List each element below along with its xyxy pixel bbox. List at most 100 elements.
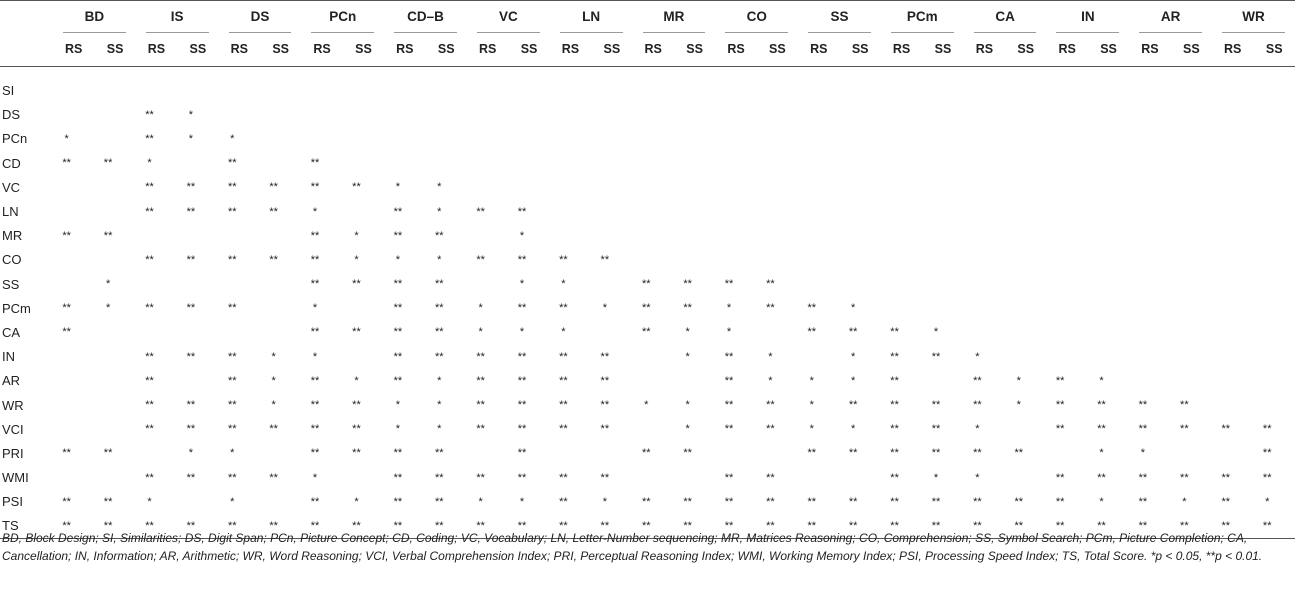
table-cell: ** (1138, 399, 1148, 412)
table-cell (633, 151, 674, 175)
table-cell (219, 272, 260, 296)
table-cell (1212, 175, 1253, 199)
table-cell: ** (890, 471, 899, 484)
sub-header-ss: SS (1182, 42, 1200, 57)
table-cell: * (975, 350, 980, 363)
table-cell (1005, 272, 1046, 296)
table-cell: * (975, 471, 980, 484)
table-cell (1212, 345, 1253, 369)
table-cell (1046, 103, 1087, 127)
table-cell (177, 490, 218, 514)
table-cell (1046, 441, 1087, 465)
row-label: CD (2, 155, 21, 171)
table-cell: ** (145, 399, 154, 412)
table-cell (343, 199, 384, 223)
table-cell (881, 199, 922, 223)
table-cell (467, 127, 508, 151)
group-underline (973, 31, 1037, 33)
table-cell: ** (393, 302, 403, 315)
table-cell: ** (310, 326, 320, 339)
table-cell: ** (434, 350, 444, 363)
table-cell: ** (1262, 447, 1272, 460)
table-cell: * (644, 399, 649, 412)
sub-header-ss: SS (934, 42, 952, 57)
table-cell: ** (269, 181, 278, 194)
table-cell: ** (683, 519, 692, 532)
table-cell: ** (683, 302, 692, 315)
table-cell (136, 224, 177, 248)
table-cell (964, 248, 1005, 272)
table-cell: * (437, 205, 442, 218)
table-cell: ** (1180, 423, 1189, 436)
table-cell: ** (352, 278, 361, 291)
table-cell (94, 345, 135, 369)
table-cell (426, 151, 467, 175)
table-cell: ** (890, 350, 899, 363)
table-cell: ** (1097, 423, 1106, 436)
table-cell: ** (62, 519, 71, 532)
table-cell (1005, 296, 1046, 320)
table-cell: ** (848, 326, 858, 339)
table-cell: ** (186, 350, 196, 363)
table-cell: * (519, 229, 525, 242)
table-cell: ** (310, 253, 320, 266)
table-cell (260, 103, 301, 127)
table-cell (467, 151, 508, 175)
table-cell: ** (517, 302, 527, 315)
table-cell (94, 79, 135, 103)
table-cell: ** (517, 399, 527, 412)
table-cell (53, 466, 94, 490)
group-underline (559, 31, 623, 33)
table-cell (839, 224, 880, 248)
table-cell (591, 224, 632, 248)
table-cell: ** (62, 302, 71, 315)
table-cell (922, 369, 963, 393)
table-cell: * (395, 423, 400, 436)
table-row: CA ** ** ** ** ** * * * ** * * ** ** ** * (0, 320, 1295, 344)
row-label: WR (2, 397, 24, 413)
table-cell (591, 320, 632, 344)
table-cell (633, 345, 674, 369)
table-cell: ** (807, 302, 817, 315)
table-cell: ** (227, 519, 237, 532)
table-cell (1171, 199, 1212, 223)
column-group-label: LN (582, 9, 601, 25)
table-cell: ** (227, 374, 237, 387)
table-cell: ** (890, 447, 899, 460)
table-cell: ** (227, 423, 237, 436)
column-group-header: PCm (881, 1, 964, 33)
table-cell: * (395, 399, 400, 412)
table-cell: * (271, 374, 276, 387)
table-cell: * (933, 326, 939, 339)
table-cell (715, 441, 756, 465)
table-cell (136, 441, 177, 465)
table-cell: ** (476, 205, 485, 218)
table-row: CD ** ** * ** ** (0, 151, 1295, 175)
table-cell: ** (352, 399, 361, 412)
table-cell: ** (559, 350, 568, 363)
table-cell (1005, 79, 1046, 103)
table-cell: * (64, 132, 69, 145)
table-cell: ** (227, 181, 237, 194)
table-cell (674, 466, 715, 490)
column-group-label: IS (170, 9, 184, 25)
table-cell: * (726, 302, 732, 315)
row-label: WMI (2, 470, 29, 486)
table-cell (94, 199, 135, 223)
table-cell (219, 320, 260, 344)
table-cell: ** (393, 278, 403, 291)
table-cell: ** (393, 350, 403, 363)
table-cell: ** (1055, 519, 1065, 532)
table-cell: ** (848, 519, 858, 532)
row-label: CO (2, 252, 22, 268)
table-cell (1046, 175, 1087, 199)
table-cell: ** (683, 495, 692, 508)
header-corner-sub (0, 33, 53, 67)
table-cell: ** (890, 519, 899, 532)
column-group-label: WR (1242, 9, 1265, 25)
table-cell: ** (186, 423, 196, 436)
table-cell (674, 248, 715, 272)
table-cell: ** (600, 350, 610, 363)
table-cell: * (230, 495, 235, 508)
table-cell: * (105, 302, 111, 315)
